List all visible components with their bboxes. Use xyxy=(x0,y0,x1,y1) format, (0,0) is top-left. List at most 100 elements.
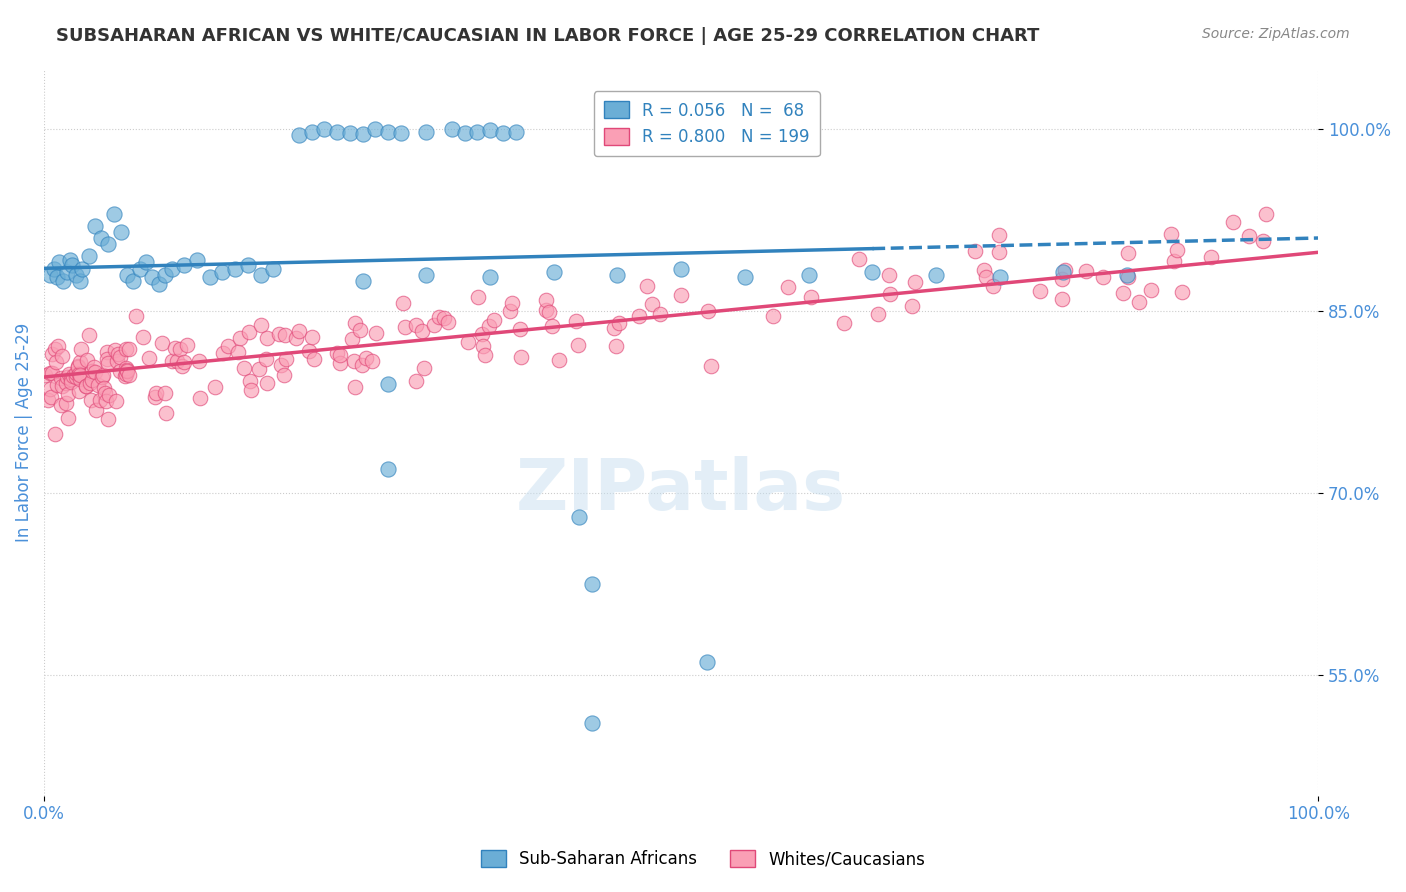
Point xyxy=(298,343,321,358)
Point xyxy=(122,274,145,288)
Point xyxy=(394,319,416,334)
Point xyxy=(97,237,120,252)
Point xyxy=(877,268,900,282)
Point xyxy=(581,716,603,731)
Point xyxy=(138,351,160,365)
Point xyxy=(238,326,260,340)
Point xyxy=(91,368,114,383)
Point xyxy=(567,338,589,352)
Point xyxy=(77,327,100,342)
Point xyxy=(39,382,62,396)
Point xyxy=(76,352,98,367)
Point xyxy=(1029,284,1052,298)
Point xyxy=(1118,269,1140,284)
Point xyxy=(41,366,63,380)
Point xyxy=(269,326,291,341)
Point xyxy=(229,331,252,345)
Point xyxy=(65,369,87,384)
Point xyxy=(118,368,141,383)
Point xyxy=(1074,264,1097,278)
Point xyxy=(153,268,176,282)
Point xyxy=(84,219,107,233)
Point xyxy=(988,270,1011,285)
Point xyxy=(82,363,104,377)
Point xyxy=(981,279,1004,293)
Point xyxy=(343,316,366,330)
Point xyxy=(162,353,184,368)
Point xyxy=(536,303,558,318)
Legend: R = 0.056   N =  68, R = 0.800   N = 199: R = 0.056 N = 68, R = 0.800 N = 199 xyxy=(593,91,820,156)
Text: ZIPatlas: ZIPatlas xyxy=(516,456,846,524)
Point xyxy=(254,351,277,366)
Point xyxy=(340,333,363,347)
Point xyxy=(65,268,87,282)
Point xyxy=(415,124,437,138)
Point xyxy=(501,296,523,310)
Point xyxy=(117,363,139,377)
Point xyxy=(114,369,136,384)
Point xyxy=(80,393,103,408)
Point xyxy=(108,364,131,378)
Point xyxy=(648,307,671,321)
Point xyxy=(77,249,100,263)
Point xyxy=(479,270,502,285)
Point xyxy=(457,334,479,349)
Point xyxy=(82,373,104,387)
Point xyxy=(607,316,630,330)
Point xyxy=(38,366,60,380)
Point xyxy=(114,343,136,357)
Point xyxy=(301,330,323,344)
Point xyxy=(904,275,927,289)
Point xyxy=(433,311,456,326)
Point xyxy=(34,368,56,382)
Point xyxy=(797,268,820,282)
Point xyxy=(474,348,496,362)
Point xyxy=(274,327,297,342)
Point xyxy=(415,268,437,282)
Point xyxy=(96,351,118,366)
Point xyxy=(110,225,132,239)
Point xyxy=(262,261,284,276)
Point xyxy=(405,318,427,332)
Point xyxy=(288,128,311,143)
Point xyxy=(965,244,987,258)
Point xyxy=(326,124,349,138)
Point xyxy=(69,274,91,288)
Point xyxy=(165,341,187,355)
Point xyxy=(423,318,446,333)
Point xyxy=(232,360,254,375)
Point xyxy=(361,354,384,368)
Point xyxy=(548,352,571,367)
Point xyxy=(465,124,488,138)
Point xyxy=(172,359,194,374)
Point xyxy=(1052,272,1074,286)
Point xyxy=(669,288,692,302)
Point xyxy=(568,510,591,524)
Point xyxy=(96,394,118,409)
Point xyxy=(79,376,101,390)
Point xyxy=(67,359,90,373)
Point xyxy=(132,330,155,344)
Point xyxy=(70,343,93,357)
Point xyxy=(329,348,352,362)
Point xyxy=(696,303,718,318)
Point xyxy=(39,390,62,404)
Point xyxy=(226,344,249,359)
Point xyxy=(1091,269,1114,284)
Point xyxy=(536,293,558,308)
Point xyxy=(89,393,111,408)
Point xyxy=(236,258,259,272)
Point xyxy=(83,359,105,374)
Point xyxy=(925,268,948,282)
Point xyxy=(1222,215,1244,229)
Point xyxy=(48,255,70,269)
Point xyxy=(860,265,883,279)
Point xyxy=(509,321,531,335)
Point xyxy=(98,388,121,402)
Point xyxy=(270,358,292,372)
Point xyxy=(1053,263,1076,277)
Point xyxy=(1128,295,1150,310)
Point xyxy=(274,351,297,366)
Point xyxy=(211,265,233,279)
Point xyxy=(389,126,412,140)
